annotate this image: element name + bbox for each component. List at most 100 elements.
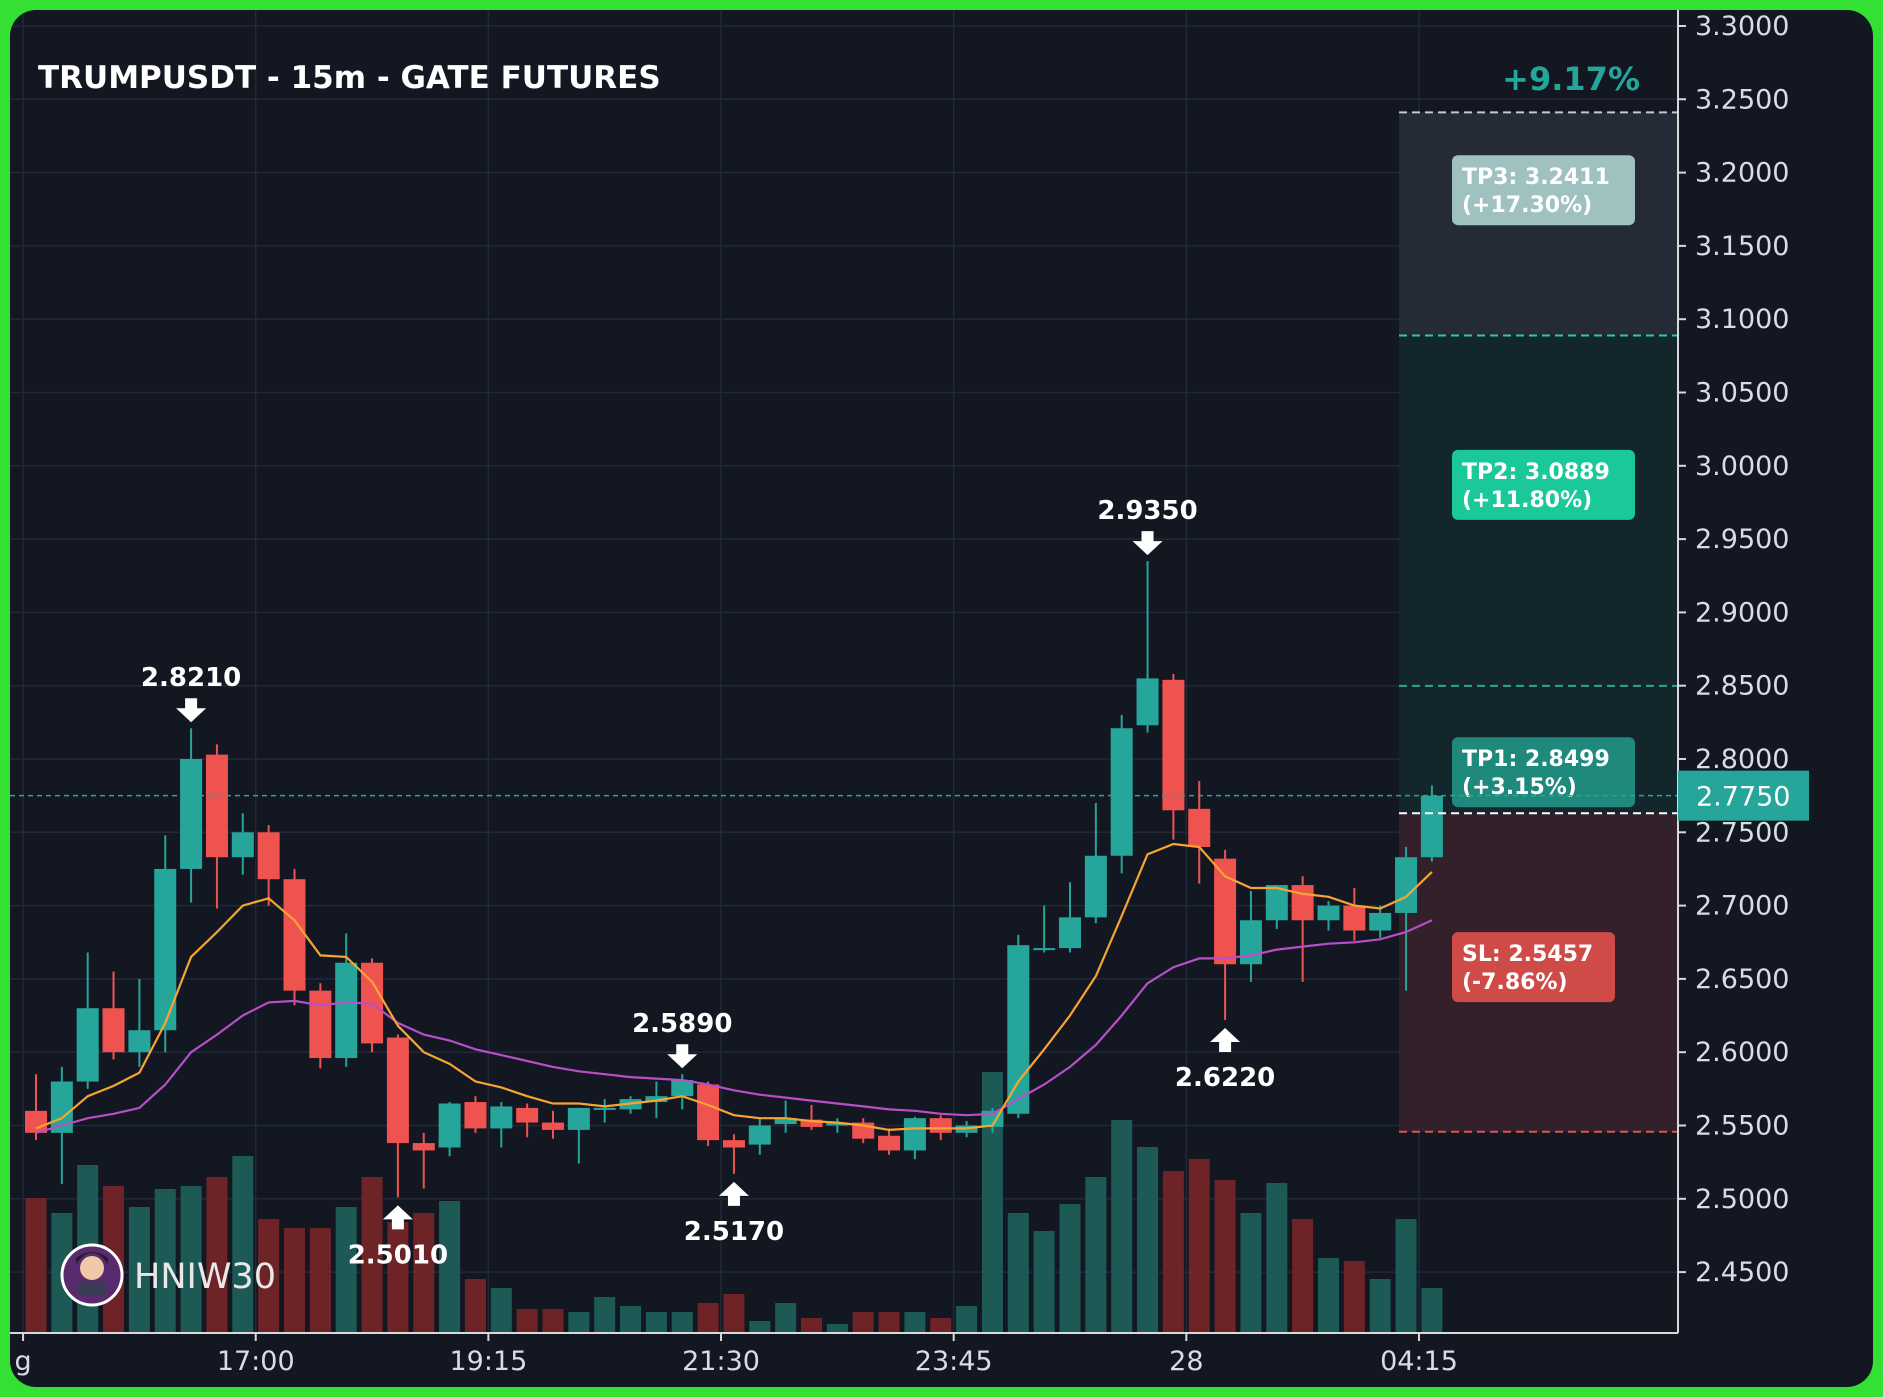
price-marker-label: 2.9350 bbox=[1097, 496, 1197, 526]
volume-bar bbox=[128, 1207, 150, 1333]
current-price-label: 2.7750 bbox=[1696, 782, 1790, 813]
down-arrow-icon bbox=[176, 698, 207, 723]
candle-body bbox=[309, 990, 332, 1059]
volume-bar bbox=[904, 1312, 926, 1333]
candle-body bbox=[645, 1096, 668, 1103]
volume-bar bbox=[568, 1312, 590, 1333]
chart-window: TP3: 3.2411 (+17.30%) TP2: 3.0889 (+11.80%)… bbox=[10, 10, 1873, 1387]
volume-bar bbox=[232, 1156, 254, 1333]
volume-bar bbox=[284, 1228, 305, 1333]
candle-body bbox=[697, 1084, 720, 1141]
sl-box bbox=[1452, 932, 1615, 1003]
x-tick-label: 23:45 bbox=[915, 1346, 993, 1377]
volume-bar bbox=[671, 1312, 693, 1333]
up-arrow-icon bbox=[718, 1181, 749, 1206]
candle-body bbox=[180, 759, 203, 869]
candle-body bbox=[774, 1118, 797, 1125]
volume-bar bbox=[1292, 1219, 1314, 1333]
tp-zone bbox=[1399, 335, 1678, 814]
y-tick-label: 3.1000 bbox=[1695, 304, 1789, 335]
change-label: +9.17% bbox=[1502, 60, 1640, 98]
volume-bar bbox=[930, 1318, 952, 1333]
volume-bar bbox=[697, 1303, 719, 1333]
volume-bar bbox=[956, 1306, 978, 1333]
candle-body bbox=[1084, 855, 1107, 918]
x-tick-label: 04:15 bbox=[1380, 1346, 1458, 1377]
price-marker-label: 2.6220 bbox=[1175, 1063, 1275, 1093]
time-axis[interactable]: g 17:00 19:15 21:30 23:45 28 04:15 bbox=[10, 1332, 1678, 1377]
volume-bar bbox=[258, 1219, 280, 1333]
volume-bar bbox=[645, 1312, 667, 1333]
volume-bar bbox=[25, 1198, 47, 1333]
volume-bar bbox=[852, 1312, 874, 1333]
x-tick-label: g bbox=[15, 1346, 32, 1377]
volume-bar bbox=[620, 1306, 642, 1333]
volume-bar bbox=[801, 1318, 822, 1333]
candle-body bbox=[412, 1143, 435, 1151]
x-tick-label: 19:15 bbox=[449, 1346, 527, 1377]
price-marker-label: 2.5890 bbox=[632, 1009, 732, 1039]
volume-bar bbox=[413, 1213, 435, 1333]
candle-body bbox=[1291, 885, 1314, 921]
volume-bar bbox=[594, 1297, 616, 1333]
tp2-box bbox=[1452, 449, 1635, 520]
candle-body bbox=[1059, 917, 1081, 949]
candle-body bbox=[1110, 728, 1133, 856]
up-arrow-icon bbox=[382, 1205, 413, 1230]
volume-bar bbox=[1137, 1147, 1159, 1333]
y-tick-label: 3.1500 bbox=[1695, 231, 1789, 262]
price-marker-label: 2.5010 bbox=[348, 1240, 448, 1270]
candle-body bbox=[878, 1135, 901, 1151]
candle-body bbox=[1395, 857, 1418, 913]
candle-body bbox=[102, 1008, 125, 1053]
y-tick-label: 2.8000 bbox=[1695, 744, 1789, 775]
candle-body bbox=[438, 1103, 461, 1148]
candlestick-chart[interactable]: TP3: 3.2411 (+17.30%) TP2: 3.0889 (+11.80%)… bbox=[10, 10, 1873, 1387]
volume-bar bbox=[1059, 1204, 1081, 1333]
current-price-box bbox=[1678, 770, 1809, 821]
price-axis[interactable]: 3.3000 3.2500 3.2000 3.1500 3.1000 3.0500 3.00… bbox=[1677, 10, 1809, 1333]
volume-bar bbox=[1162, 1171, 1184, 1333]
candle-body bbox=[800, 1119, 823, 1127]
avatar bbox=[60, 1243, 124, 1307]
candle-body bbox=[1188, 808, 1211, 847]
candle-body bbox=[76, 1008, 99, 1082]
up-arrow-icon bbox=[1210, 1027, 1241, 1052]
candle-body bbox=[1136, 678, 1159, 726]
volume-bar bbox=[335, 1207, 357, 1333]
candle-body bbox=[1033, 948, 1056, 951]
tp1-box bbox=[1452, 737, 1635, 808]
candle-body bbox=[283, 879, 306, 991]
moving-averages bbox=[35, 842, 1433, 1134]
candle-body bbox=[1343, 905, 1366, 931]
y-tick-label: 2.5000 bbox=[1695, 1184, 1789, 1215]
candle-body bbox=[722, 1140, 745, 1148]
ema-slow-line bbox=[35, 919, 1433, 1134]
ema-fast-line bbox=[35, 842, 1433, 1132]
volume-bar bbox=[309, 1228, 331, 1333]
level-lines: TP3: 3.2411 (+17.30%) TP2: 3.0889 (+11.80%)… bbox=[10, 111, 1678, 1133]
candle-body bbox=[567, 1107, 590, 1130]
tp3-pct: (+17.30%) bbox=[1462, 193, 1592, 218]
candle-body bbox=[826, 1122, 849, 1126]
candle-body bbox=[671, 1080, 694, 1097]
volume-bar bbox=[749, 1321, 771, 1333]
volume-bar bbox=[723, 1294, 745, 1333]
y-tick-label: 2.4500 bbox=[1695, 1257, 1789, 1288]
volume-bar bbox=[1111, 1120, 1133, 1333]
x-tick-label: 21:30 bbox=[682, 1346, 760, 1377]
candle-body bbox=[903, 1118, 926, 1151]
watermark: HNIW30 bbox=[134, 1257, 276, 1297]
candle-body bbox=[542, 1122, 564, 1130]
volume-bar bbox=[464, 1279, 486, 1333]
volume-bar bbox=[1214, 1180, 1236, 1333]
candle-body bbox=[128, 1030, 151, 1053]
volume-bar bbox=[542, 1309, 564, 1333]
candle-body bbox=[516, 1107, 539, 1123]
candle-body bbox=[593, 1107, 616, 1110]
volume-bar bbox=[1318, 1258, 1339, 1333]
x-tick-label: 17:00 bbox=[217, 1346, 295, 1377]
candle-body bbox=[464, 1102, 487, 1129]
volume-bar bbox=[1085, 1177, 1107, 1333]
candle-body bbox=[1265, 885, 1288, 921]
